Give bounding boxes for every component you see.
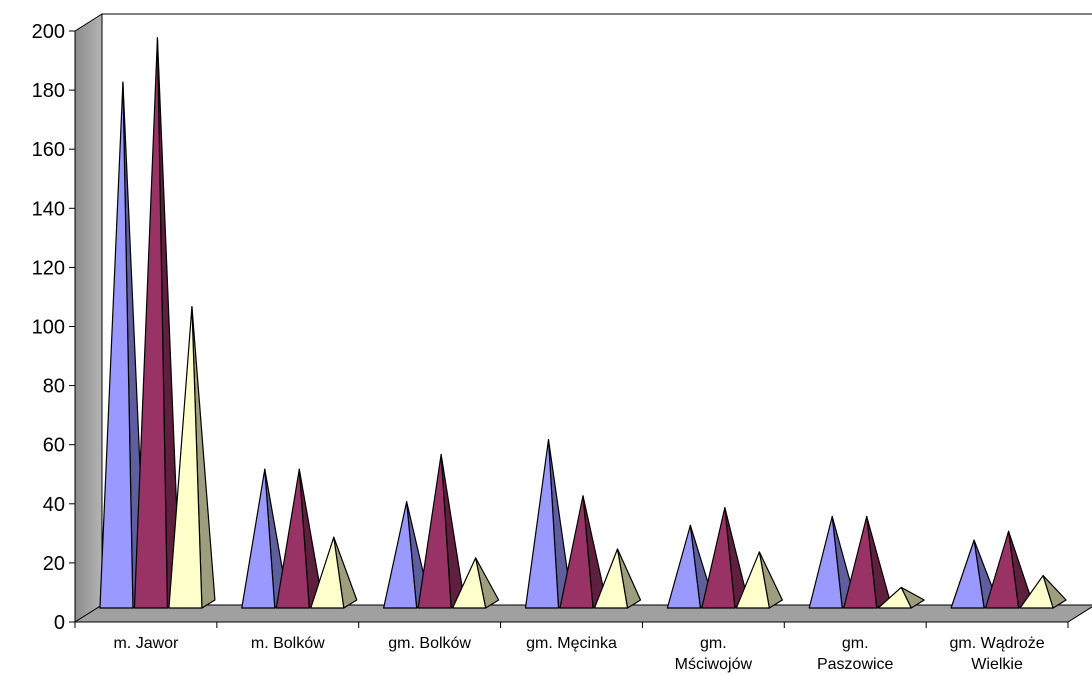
pyramid-bar [168, 306, 203, 609]
pyramid-bar [383, 501, 418, 609]
chart-walls [73, 13, 1092, 623]
data-marks [99, 37, 1067, 609]
pyramid-bar [524, 439, 560, 609]
pyramid-bar [666, 524, 701, 609]
y-tick-label: 200 [32, 21, 65, 43]
y-tick-label: 80 [43, 376, 65, 398]
pyramid-bar [701, 507, 736, 609]
y-tick-label: 20 [43, 553, 65, 575]
pyramid-bar [735, 551, 770, 609]
pyramid-bar [843, 515, 878, 609]
x-category-label: m. Jawor [113, 635, 179, 652]
back-wall [101, 13, 1092, 606]
pyramid-bar [808, 515, 843, 609]
y-tick-label: 160 [32, 139, 65, 161]
pyramid-bar [984, 530, 1020, 609]
pyramid-bar [452, 557, 487, 609]
pyramid-bar [99, 81, 134, 609]
pyramid-bar [559, 495, 594, 609]
pyramid-bar [310, 536, 345, 609]
y-tick-label: 40 [43, 494, 65, 516]
x-category-label: m. Bolków [251, 635, 325, 652]
y-tick-label: 120 [32, 257, 65, 279]
axes [69, 30, 1069, 628]
pyramid-bar [417, 453, 452, 609]
y-tick-label: 100 [32, 317, 65, 339]
pyramid-bar [275, 468, 310, 609]
x-category-label: gm. Mściwojów [675, 635, 753, 673]
pyramid-bar [877, 586, 912, 609]
x-category-label: gm. Wądroże Wielkie [950, 635, 1045, 673]
x-category-label: gm. Męcinka [526, 635, 617, 652]
y-tick-label: 0 [54, 612, 65, 634]
y-tick-label: 180 [32, 80, 65, 102]
pyramid-bar [133, 37, 169, 609]
side-wall [74, 13, 103, 623]
pyramid-bar [241, 468, 276, 609]
x-category-label: gm. Paszowice [817, 635, 894, 673]
pyramid-bar [593, 548, 629, 609]
pyramid-bar [1019, 574, 1054, 609]
y-tick-label: 140 [32, 198, 65, 220]
x-category-label: gm. Bolków [388, 635, 471, 652]
pyramid-bar [950, 539, 985, 609]
y-tick-label: 60 [43, 435, 65, 457]
axis-labels: 0 20 40 60 80 100 120 140 160 180 200 m. Jawor m. Bo… [32, 21, 1045, 673]
